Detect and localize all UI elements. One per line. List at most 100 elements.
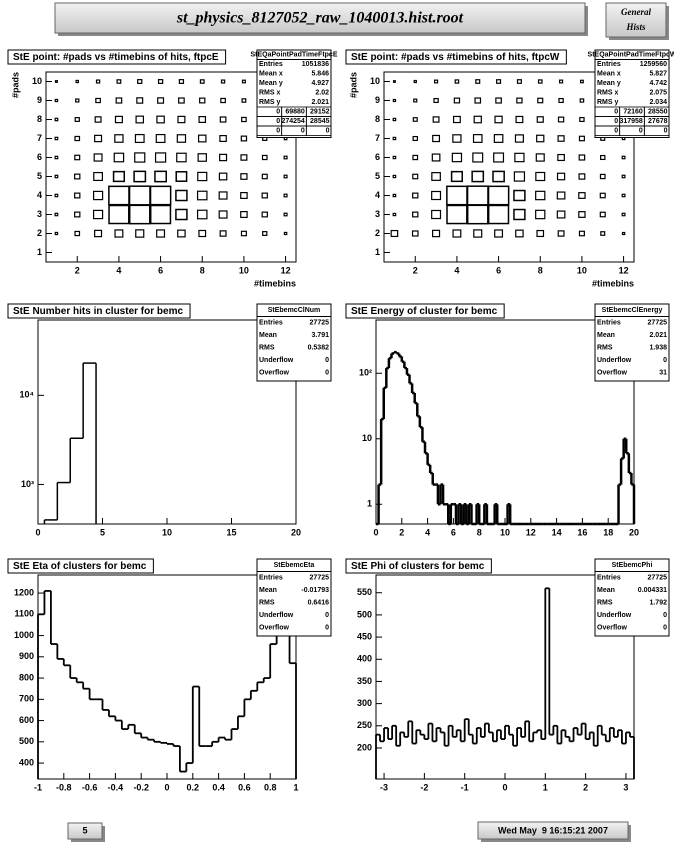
y-tick-label: 2 bbox=[37, 228, 42, 238]
plot-frame bbox=[45, 71, 297, 263]
stats-value: 0.6416 bbox=[308, 600, 330, 607]
stats-label: Underflow bbox=[597, 612, 632, 619]
x-tick-label: 4 bbox=[454, 265, 459, 275]
x-tick-label: 0 bbox=[502, 782, 507, 792]
stats-value: 0 bbox=[325, 357, 329, 364]
plot-frame bbox=[375, 574, 635, 780]
box bbox=[54, 98, 59, 103]
box bbox=[578, 173, 586, 180]
box bbox=[557, 135, 565, 142]
box bbox=[494, 229, 504, 238]
x-tick-label: -0.4 bbox=[108, 782, 124, 792]
box bbox=[114, 134, 124, 143]
box bbox=[54, 174, 59, 179]
x-tick-label: 0 bbox=[373, 527, 378, 537]
box bbox=[155, 133, 166, 144]
box bbox=[74, 173, 81, 180]
box bbox=[578, 154, 586, 161]
x-tick-label: 1 bbox=[543, 782, 548, 792]
box bbox=[241, 116, 247, 123]
box bbox=[557, 153, 565, 162]
stats-grid-value: 0 bbox=[276, 109, 280, 116]
stats-label: RMS x bbox=[259, 90, 281, 97]
stats-label: Entries bbox=[259, 575, 283, 582]
x-tick-label: 2 bbox=[75, 265, 80, 275]
box bbox=[487, 185, 510, 206]
y-tick-label: 8 bbox=[375, 114, 380, 124]
box bbox=[432, 229, 441, 238]
stats-grid-value: 0 bbox=[639, 128, 643, 135]
stats-label: Entries bbox=[597, 61, 621, 68]
y-tick-label: 1 bbox=[375, 247, 380, 257]
x-tick-label: 2 bbox=[399, 527, 404, 537]
box bbox=[240, 173, 248, 180]
plot-frame bbox=[37, 574, 297, 780]
box bbox=[218, 210, 228, 219]
box bbox=[219, 135, 227, 142]
stats-value: 0 bbox=[663, 612, 667, 619]
stats-value: 2.034 bbox=[649, 99, 667, 106]
stats-label: RMS x bbox=[597, 90, 619, 97]
button-label: Hists bbox=[625, 22, 646, 32]
box bbox=[240, 230, 247, 237]
x-tick-label: -0.2 bbox=[133, 782, 149, 792]
y-tick-label: 10 bbox=[362, 433, 372, 443]
box bbox=[219, 116, 227, 123]
box bbox=[114, 115, 123, 124]
y-tick-label: 3 bbox=[375, 209, 380, 219]
stats-value: 2.02 bbox=[315, 90, 329, 97]
box bbox=[579, 79, 584, 84]
box bbox=[432, 134, 441, 143]
x-tick-label: 0 bbox=[35, 527, 40, 537]
box bbox=[599, 211, 606, 218]
box bbox=[392, 174, 397, 179]
box bbox=[177, 115, 186, 124]
stats-label: Mean bbox=[597, 332, 615, 339]
x-tick-label: -3 bbox=[380, 782, 388, 792]
x-tick-label: -1 bbox=[461, 782, 469, 792]
box bbox=[135, 115, 145, 124]
x-tick-label: 1 bbox=[293, 782, 298, 792]
stats-label: Overflow bbox=[597, 625, 628, 632]
box bbox=[513, 189, 526, 202]
box bbox=[472, 152, 484, 163]
box bbox=[94, 116, 102, 123]
date: Wed May 9 16:15:21 2007 bbox=[498, 825, 608, 835]
box bbox=[412, 117, 418, 122]
header-title: st_physics_8127052_raw_1040013.hist.root bbox=[176, 10, 464, 27]
box bbox=[578, 230, 585, 237]
stats-label: RMS bbox=[597, 345, 613, 352]
box bbox=[412, 192, 419, 199]
x-tick-label: 0.8 bbox=[264, 782, 277, 792]
y-tick-label: 10 bbox=[370, 76, 380, 86]
y-tick-label: 9 bbox=[37, 95, 42, 105]
box bbox=[156, 115, 165, 124]
y-tick-label: 6 bbox=[375, 152, 380, 162]
general-hists-button[interactable] bbox=[605, 2, 667, 38]
box bbox=[557, 230, 565, 237]
stats-label: Entries bbox=[597, 575, 621, 582]
title-box bbox=[345, 558, 492, 574]
box bbox=[446, 204, 468, 225]
box bbox=[54, 136, 59, 141]
box bbox=[133, 170, 147, 183]
title-box bbox=[7, 558, 154, 574]
box bbox=[149, 204, 172, 225]
stats-value: 27725 bbox=[310, 320, 330, 327]
box bbox=[413, 79, 417, 84]
box bbox=[535, 171, 546, 182]
chart-title: StE Eta of clusters for bemc bbox=[13, 561, 147, 572]
box bbox=[54, 117, 59, 122]
box bbox=[452, 115, 461, 124]
x-tick-label: 12 bbox=[526, 527, 536, 537]
stats-value: 3.791 bbox=[311, 332, 329, 339]
x-tick-label: 5 bbox=[100, 527, 105, 537]
box bbox=[578, 135, 585, 142]
y-tick-label: 7 bbox=[37, 133, 42, 143]
box bbox=[493, 152, 505, 163]
box bbox=[157, 79, 164, 84]
box bbox=[513, 208, 526, 221]
stats-name: StEbemcPhi bbox=[612, 562, 653, 569]
